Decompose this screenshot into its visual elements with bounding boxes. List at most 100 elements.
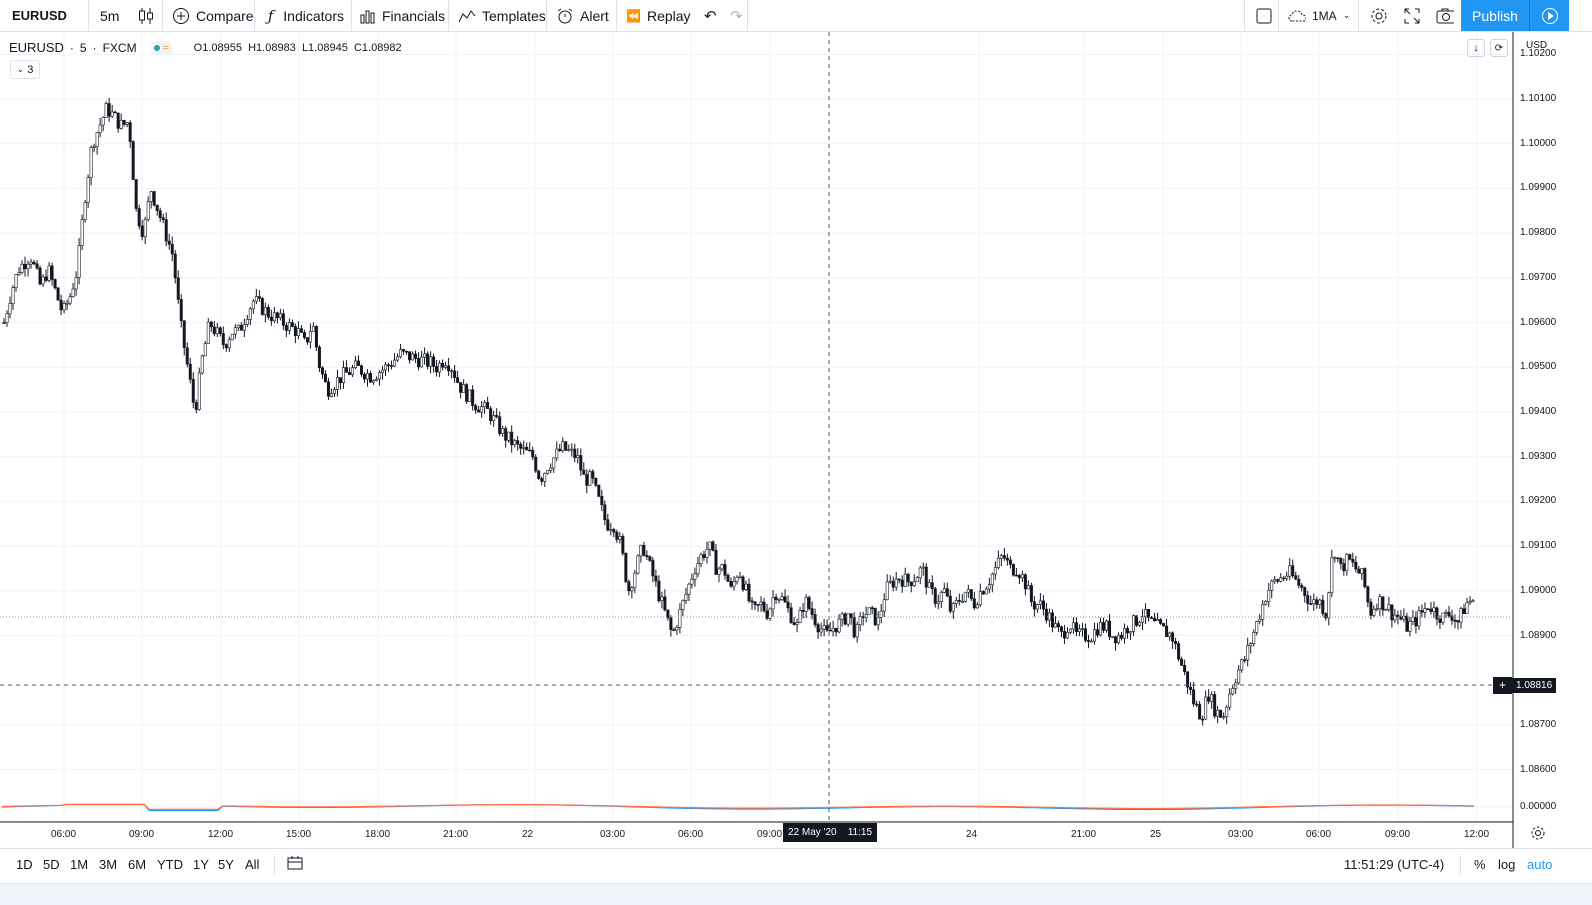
candle-body [981, 591, 985, 595]
undo-button[interactable]: ↶ [696, 0, 720, 31]
range-1d-button[interactable]: 1D [16, 857, 33, 872]
candle-body [119, 119, 123, 129]
candle-body [660, 596, 664, 602]
ohlc-values: O1.08955 H1.08983 L1.08945 C1.08982 [194, 42, 402, 54]
indicators-button[interactable]: ƒ Indicators [256, 0, 352, 31]
range-1m-button[interactable]: 1M [70, 857, 89, 872]
scroll-to-realtime-button[interactable]: ↓ [1467, 39, 1485, 57]
candle-body [1023, 574, 1027, 590]
timezone-clock[interactable]: 11:51:29 (UTC-4) [1344, 857, 1445, 872]
time-tick-label: 06:00 [1306, 829, 1332, 840]
market-status-badge[interactable]: ≈ [150, 40, 172, 55]
publish-button[interactable]: Publish [1461, 0, 1569, 31]
chart-settings-button[interactable] [1528, 825, 1548, 845]
bottom-toolbar: 1D 5D 1M 3M 6M YTD 1Y 5Y All 11:51:29 (U… [0, 848, 1592, 883]
candle-body [816, 624, 820, 633]
candle-body [1171, 632, 1175, 642]
snapshot-button[interactable] [1428, 0, 1458, 31]
candle-body [344, 367, 348, 373]
interval-button[interactable]: 5m [92, 0, 128, 31]
candle-body [1327, 592, 1331, 619]
candle-body [1261, 604, 1265, 620]
symbol-search-button[interactable]: EURUSD [4, 0, 88, 31]
financials-button[interactable]: Financials [352, 0, 448, 31]
time-axis[interactable]: 06:00 09:00 12:00 15:00 18:00 21:00 22 03:00 06:… [0, 823, 1513, 847]
replay-label: Replay [646, 7, 691, 24]
candle-body [975, 604, 979, 609]
candle-body [624, 553, 628, 582]
candle-body [846, 613, 850, 625]
auto-toggle[interactable]: auto [1527, 857, 1553, 872]
range-ytd-button[interactable]: YTD [157, 857, 183, 872]
candle-body [693, 573, 697, 580]
range-1y-button[interactable]: 1Y [193, 857, 209, 872]
candle-body [23, 263, 27, 270]
redo-button[interactable]: ↷ [722, 0, 746, 31]
select-layout-button[interactable] [1248, 0, 1276, 31]
candle-body [432, 356, 436, 367]
layout-name-button[interactable]: 1MA ⌄ [1280, 0, 1356, 31]
candle-body [1204, 696, 1208, 720]
candle-body [747, 583, 751, 602]
candle-body [215, 327, 219, 335]
price-chart[interactable] [0, 32, 1592, 848]
candle-body [284, 325, 288, 331]
candle-body [498, 416, 502, 434]
candle-body [870, 607, 874, 610]
candle-body [305, 337, 309, 343]
log-toggle[interactable]: log [1498, 857, 1516, 872]
candle-body [1002, 555, 1006, 559]
candle-body [921, 566, 925, 569]
candle-body [387, 364, 391, 367]
candle-body [29, 261, 33, 265]
candle-body [681, 600, 685, 610]
alert-button[interactable]: Alert [548, 0, 616, 31]
candle-body [945, 588, 949, 597]
candle-body [783, 596, 787, 603]
time-tick-label: 12:00 [208, 829, 234, 840]
range-all-button[interactable]: All [245, 857, 260, 872]
fullscreen-button[interactable] [1396, 0, 1424, 31]
candle-body [549, 467, 553, 471]
price-tick-label: 1.09200 [1520, 495, 1557, 507]
replay-button[interactable]: ⏪ Replay [618, 0, 694, 31]
candle-body [122, 119, 126, 125]
candle-body [368, 373, 372, 383]
templates-button[interactable]: Templates [450, 0, 546, 31]
range-6m-button[interactable]: 6M [128, 857, 147, 872]
price-axis[interactable]: USD 1.10200 1.10100 1.10000 1.09900 1.09800 1… [1514, 32, 1592, 822]
compare-button[interactable]: Compare [164, 0, 254, 31]
divider [616, 0, 617, 31]
candle-body [1387, 604, 1391, 610]
price-tick-label: 1.10100 [1520, 93, 1557, 105]
chart-type-button[interactable] [130, 0, 160, 31]
indicators-collapse-button[interactable]: ⌄ 3 [10, 60, 40, 79]
candle-body [705, 548, 709, 558]
date-range-button[interactable] [287, 855, 303, 874]
candle-body [203, 343, 207, 357]
candle-body [447, 365, 451, 372]
candle-body [567, 449, 571, 451]
range-5d-button[interactable]: 5D [43, 857, 60, 872]
divider [747, 0, 748, 31]
range-5y-button[interactable]: 5Y [218, 857, 234, 872]
settings-button[interactable] [1362, 0, 1390, 31]
candle-body [1402, 615, 1406, 620]
candle-body [53, 279, 57, 289]
candle-body [1147, 608, 1151, 618]
candle-body [645, 555, 649, 557]
candle-body [254, 296, 258, 302]
candle-body [504, 428, 508, 441]
reset-chart-button[interactable]: ⟳ [1490, 39, 1508, 57]
legend-interval: 5 [79, 40, 87, 55]
candle-body [441, 362, 445, 368]
play-icon[interactable] [1530, 7, 1569, 25]
candle-body [780, 596, 784, 600]
range-3m-button[interactable]: 3M [99, 857, 118, 872]
percent-toggle[interactable]: % [1474, 857, 1486, 872]
candle-body [1017, 575, 1021, 579]
candle-body [1056, 623, 1060, 628]
candle-body [1198, 704, 1202, 720]
candle-body [894, 578, 898, 588]
candle-body [20, 263, 24, 274]
